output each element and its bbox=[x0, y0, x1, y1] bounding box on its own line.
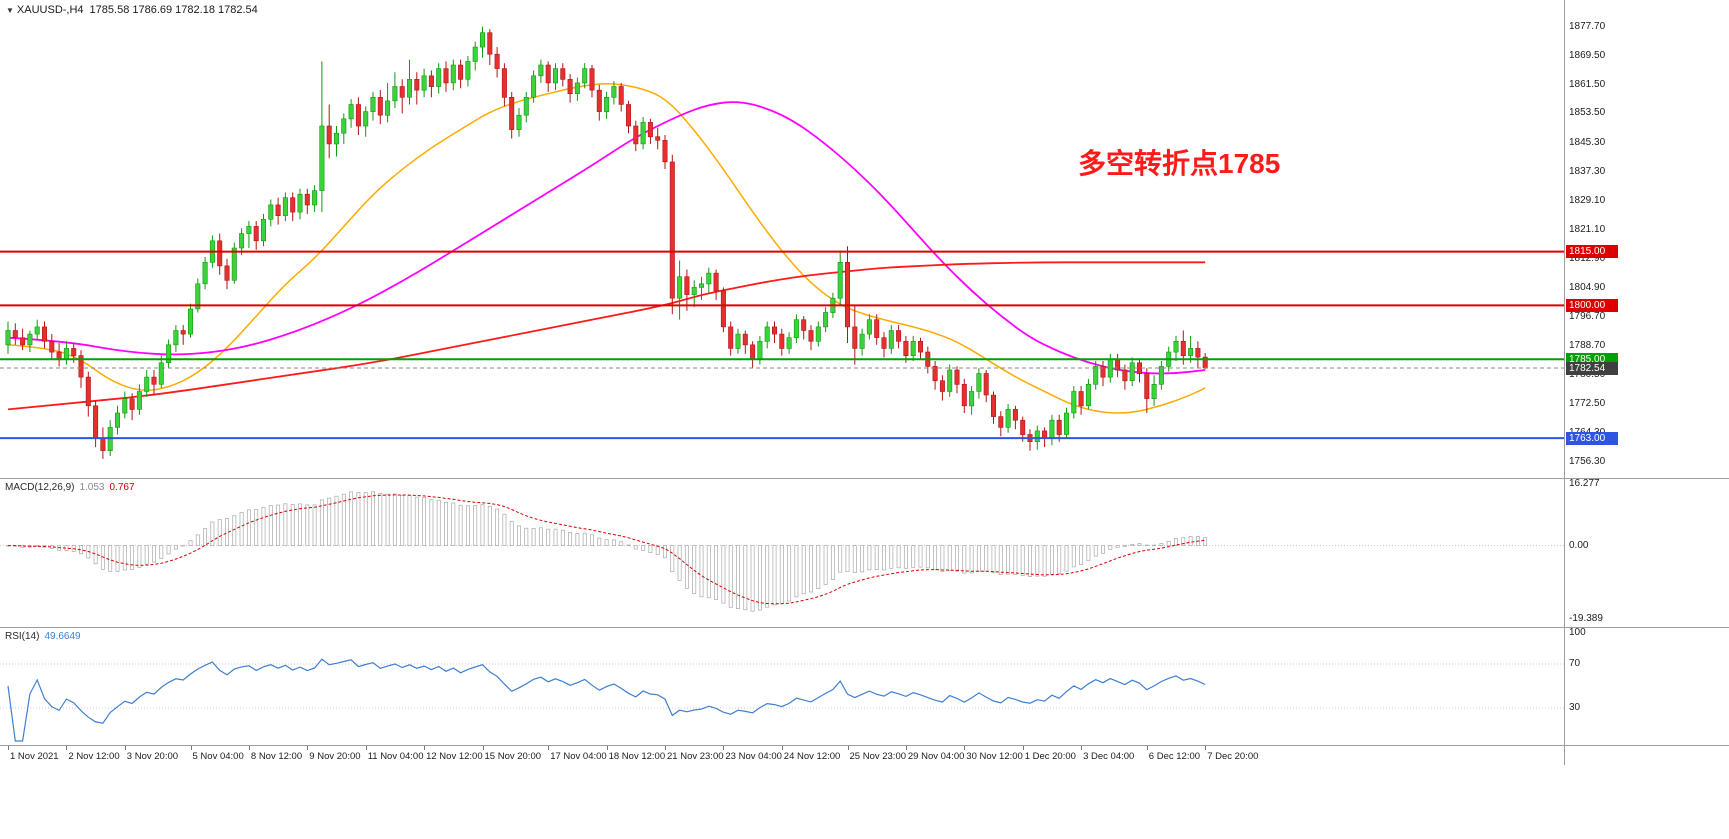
rsi-line bbox=[7, 658, 1206, 742]
time-tick bbox=[424, 746, 426, 750]
time-tick bbox=[548, 746, 550, 750]
price-axis-label: 1780.50 bbox=[1569, 369, 1606, 381]
price-tag-1815.00: 1815.00 bbox=[1566, 245, 1618, 259]
time-tick bbox=[723, 746, 725, 750]
rsi-axis-label: 30 bbox=[1569, 702, 1581, 713]
rsi-value: 49.6649 bbox=[44, 631, 81, 642]
macd-axis-label: -19.389 bbox=[1569, 613, 1603, 624]
price-axis-label: 1845.30 bbox=[1569, 136, 1606, 148]
time-tick bbox=[190, 746, 192, 750]
price-axis-label: 1812.90 bbox=[1569, 253, 1606, 265]
price-axis-label: 1837.30 bbox=[1569, 165, 1606, 177]
time-label: 25 Nov 23:00 bbox=[849, 751, 907, 762]
ma-fast-orange bbox=[7, 83, 1206, 414]
rsi-label: RSI(14) 49.6649 bbox=[5, 631, 81, 642]
time-tick bbox=[482, 746, 484, 750]
panel-separator[interactable] bbox=[0, 627, 1729, 628]
time-tick bbox=[964, 746, 966, 750]
time-label: 29 Nov 04:00 bbox=[907, 751, 965, 762]
price-axis-label: 1869.50 bbox=[1569, 50, 1606, 62]
price-tag-1782.54: 1782.54 bbox=[1566, 361, 1618, 375]
time-tick bbox=[365, 746, 367, 750]
ma-mid-magenta bbox=[7, 101, 1206, 375]
time-label: 3 Nov 20:00 bbox=[126, 751, 179, 762]
price-axis-label: 1821.10 bbox=[1569, 223, 1606, 235]
macd-signal-line bbox=[7, 494, 1206, 605]
macd-axis[interactable]: 16.277 0.00 -19.389 bbox=[1565, 478, 1729, 627]
time-label: 1 Dec 20:00 bbox=[1024, 751, 1076, 762]
time-label: 8 Nov 12:00 bbox=[250, 751, 303, 762]
rsi-axis-label: 70 bbox=[1569, 658, 1581, 669]
time-label: 24 Nov 12:00 bbox=[783, 751, 841, 762]
macd-axis-label: 0.00 bbox=[1569, 539, 1589, 551]
panel-separator bbox=[0, 745, 1729, 746]
price-axis-label: 1804.90 bbox=[1569, 281, 1606, 293]
price-axis-label: 1788.70 bbox=[1569, 339, 1606, 351]
rsi-panel[interactable] bbox=[0, 627, 1564, 745]
time-tick bbox=[248, 746, 250, 750]
price-axis-label: 1877.70 bbox=[1569, 20, 1606, 32]
time-label: 3 Dec 04:00 bbox=[1083, 751, 1135, 762]
symbol-ohlc-label: ▼ XAUUSD-,H4 1785.58 1786.69 1782.18 1782.… bbox=[6, 4, 258, 16]
time-tick bbox=[66, 746, 68, 750]
time-label: 23 Nov 04:00 bbox=[725, 751, 782, 762]
macd-label: MACD(12,26,9) 1.053 0.767 bbox=[5, 482, 135, 493]
time-label: 6 Dec 12:00 bbox=[1148, 751, 1201, 762]
time-tick bbox=[905, 746, 907, 750]
time-tick bbox=[606, 746, 608, 750]
axis-separator bbox=[1564, 0, 1565, 765]
ohlc-values: 1785.58 1786.69 1782.18 1782.54 bbox=[89, 4, 258, 16]
price-tag-1800.00: 1800.00 bbox=[1566, 298, 1618, 312]
trend-annotation[interactable]: 多空转折点1785 bbox=[1078, 148, 1281, 179]
time-axis[interactable]: 1 Nov 2021 2 Nov 12:00 3 Nov 20:00 5 Nov 04… bbox=[0, 746, 1564, 766]
time-tick bbox=[781, 746, 783, 750]
time-label: 21 Nov 23:00 bbox=[667, 751, 724, 762]
price-axis-label: 1829.10 bbox=[1569, 194, 1606, 206]
symbol-period: XAUUSD-,H4 bbox=[16, 4, 84, 16]
price-axis[interactable]: 1877.70 1869.50 1861.50 1853.50 1845.30 1837.… bbox=[1565, 0, 1729, 478]
price-axis-label: 1853.50 bbox=[1569, 107, 1606, 119]
time-label: 2 Nov 12:00 bbox=[68, 751, 120, 762]
rsi-axis-label: 100 bbox=[1569, 627, 1586, 638]
time-tick bbox=[307, 746, 309, 750]
ma-slow-red bbox=[7, 261, 1206, 411]
time-tick bbox=[124, 746, 126, 750]
time-label: 9 Nov 20:00 bbox=[309, 751, 361, 762]
macd-panel[interactable] bbox=[0, 478, 1564, 627]
candles bbox=[5, 26, 1208, 459]
time-tick bbox=[665, 746, 666, 750]
time-label: 18 Nov 12:00 bbox=[608, 751, 666, 762]
price-axis-label: 1772.50 bbox=[1569, 398, 1606, 410]
time-label: 15 Nov 20:00 bbox=[484, 751, 542, 762]
price-tag-1763.00: 1763.00 bbox=[1566, 431, 1618, 445]
time-tick bbox=[1205, 746, 1207, 750]
macd-histogram bbox=[6, 491, 1208, 612]
time-label: 11 Nov 04:00 bbox=[367, 751, 424, 762]
rsi-name: RSI(14) bbox=[5, 631, 40, 642]
time-tick bbox=[1022, 746, 1024, 750]
panel-separator[interactable] bbox=[0, 478, 1729, 479]
time-label: 17 Nov 04:00 bbox=[550, 751, 607, 762]
time-label: 30 Nov 12:00 bbox=[966, 751, 1023, 762]
time-label: 12 Nov 12:00 bbox=[426, 751, 483, 762]
price-axis-label: 1861.50 bbox=[1569, 78, 1606, 90]
time-tick bbox=[1146, 746, 1148, 750]
price-axis-label: 1756.30 bbox=[1569, 456, 1606, 468]
macd-name: MACD(12,26,9) bbox=[5, 482, 75, 493]
price-axis-label: 1796.70 bbox=[1569, 311, 1606, 323]
time-tick bbox=[8, 746, 9, 750]
time-tick bbox=[1081, 746, 1083, 750]
time-label: 1 Nov 2021 bbox=[10, 751, 59, 762]
time-tick bbox=[847, 746, 849, 750]
macd-signal-value: 0.767 bbox=[109, 482, 135, 493]
macd-main-value: 1.053 bbox=[79, 482, 105, 493]
symbol-expander-icon[interactable]: ▼ bbox=[6, 6, 14, 15]
time-label: 5 Nov 04:00 bbox=[192, 751, 244, 762]
macd-axis-label: 16.277 bbox=[1569, 478, 1600, 489]
rsi-axis[interactable]: 100 70 30 bbox=[1565, 627, 1729, 745]
main-chart[interactable] bbox=[0, 0, 1564, 478]
time-label: 7 Dec 20:00 bbox=[1207, 751, 1259, 762]
